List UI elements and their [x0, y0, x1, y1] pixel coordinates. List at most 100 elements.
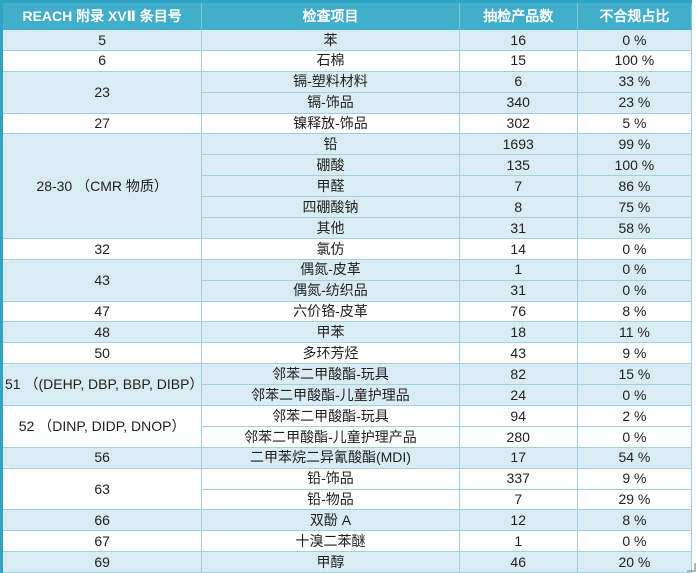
- noncompliance-rate-cell: 86 %: [576, 175, 693, 198]
- sampled-count-cell: 302: [458, 112, 578, 135]
- inspection-item-cell: 甲醇: [201, 551, 460, 573]
- noncompliance-rate-cell: 2 %: [576, 405, 693, 427]
- table-resize-handle[interactable]: [687, 563, 696, 572]
- noncompliance-rate-cell: 0 %: [576, 425, 693, 448]
- inspection-item-cell: 邻苯二甲酸酯-儿童护理品: [201, 384, 460, 407]
- inspection-item-cell: 邻苯二甲酸酯-儿童护理产品: [201, 425, 460, 448]
- entry-number-cell: 63: [0, 467, 203, 511]
- table-row: 硼酸 135 100 %: [2, 154, 693, 177]
- noncompliance-rate-cell: 0 %: [576, 384, 693, 407]
- sampled-count-cell: 337: [458, 467, 578, 490]
- sampled-count-cell: 18: [458, 321, 578, 344]
- header-inspection-item: 检查项目: [201, 1, 460, 30]
- inspection-item-cell: 双酚 A: [201, 509, 460, 532]
- entry-number-cell: 28-30 （CMR 物质）: [0, 133, 203, 239]
- entry-number-cell: 43: [0, 258, 203, 302]
- entry-number-cell: 51 （(DEHP, DBP, BBP, DIBP）: [0, 363, 203, 407]
- noncompliance-rate-cell: 15 %: [576, 363, 693, 386]
- entry-number-cell: 23: [0, 70, 203, 114]
- inspection-item-cell: 石棉: [201, 49, 460, 72]
- inspection-item-cell: 四硼酸钠: [201, 196, 460, 219]
- noncompliance-rate-cell: 9 %: [576, 467, 693, 490]
- inspection-item-cell: 镉-塑料材料: [201, 70, 460, 93]
- table-row: 69 甲醇 46 20 %: [0, 551, 693, 573]
- sampled-count-cell: 14: [458, 237, 578, 260]
- noncompliance-rate-cell: 33 %: [576, 70, 693, 93]
- noncompliance-rate-cell: 100 %: [576, 154, 693, 177]
- noncompliance-rate-cell: 75 %: [576, 196, 693, 219]
- noncompliance-rate-cell: 20 %: [576, 551, 693, 573]
- header-sampled-count: 抽检产品数: [458, 1, 578, 30]
- table-row: 50 多环芳烃 43 9 %: [0, 342, 693, 365]
- table-row: 5 苯 16 0 %: [0, 29, 693, 51]
- table-row: 其他 31 58 %: [2, 217, 693, 239]
- table-header: REACH 附录 XVⅡ 条目号 检查项目 抽检产品数 不合规占比: [0, 1, 693, 30]
- noncompliance-rate-cell: 0 %: [576, 258, 693, 281]
- inspection-item-cell: 镍释放-饰品: [201, 112, 460, 135]
- table-row: 52 （DINP, DIDP, DNOP） 邻苯二甲酸酯-玩具 94 2 %: [0, 405, 693, 448]
- sampled-count-cell: 6: [458, 70, 578, 93]
- table-row: 48 甲苯 18 11 %: [0, 321, 693, 344]
- sampled-count-cell: 17: [458, 446, 578, 469]
- sampled-count-cell: 1: [458, 530, 578, 553]
- sampled-count-cell: 1: [458, 258, 578, 281]
- inspection-item-cell: 二甲苯烷二异氰酸酯(MDI): [201, 446, 460, 469]
- table-row: 四硼酸钠 8 75 %: [2, 196, 693, 219]
- noncompliance-rate-cell: 8 %: [576, 509, 693, 532]
- table-row: 32 氯仿 14 0 %: [0, 237, 693, 260]
- table-row: 偶氮-纺织品 31 0 %: [2, 279, 693, 302]
- sampled-count-cell: 340: [458, 91, 578, 114]
- header-entry-number: REACH 附录 XVⅡ 条目号: [0, 1, 203, 30]
- table-row: 63 铅-饰品 337 9 %: [0, 467, 693, 511]
- noncompliance-rate-cell: 5 %: [576, 112, 693, 135]
- sampled-count-cell: 82: [458, 363, 578, 386]
- entry-number-cell: 69: [0, 551, 203, 573]
- noncompliance-rate-cell: 8 %: [576, 300, 693, 323]
- noncompliance-rate-cell: 23 %: [576, 91, 693, 114]
- entry-number-cell: 67: [0, 530, 203, 553]
- inspection-item-cell: 苯: [201, 29, 460, 51]
- inspection-item-cell: 偶氮-纺织品: [201, 279, 460, 302]
- entry-number-cell: 50: [0, 342, 203, 365]
- inspection-item-cell: 多环芳烃: [201, 342, 460, 365]
- inspection-item-cell: 十溴二苯醚: [201, 530, 460, 553]
- sampled-count-cell: 43: [458, 342, 578, 365]
- noncompliance-rate-cell: 54 %: [576, 446, 693, 469]
- table-row: 铅-物品 7 29 %: [2, 488, 693, 511]
- table-body: 5 苯 16 0 % 6 石棉 15 100 % 23 镉-塑料材料 6 33 % 镉-饰品 340 23 …: [0, 29, 693, 573]
- table-row: 邻苯二甲酸酯-儿童护理品 24 0 %: [2, 384, 693, 407]
- sampled-count-cell: 135: [458, 154, 578, 177]
- inspection-item-cell: 铅-物品: [201, 488, 460, 511]
- inspection-item-cell: 镉-饰品: [201, 91, 460, 114]
- noncompliance-rate-cell: 0 %: [576, 237, 693, 260]
- table-row: 47 六价铬-皮革 76 8 %: [0, 300, 693, 323]
- noncompliance-rate-cell: 58 %: [576, 217, 693, 239]
- sampled-count-cell: 24: [458, 384, 578, 407]
- sampled-count-cell: 15: [458, 49, 578, 72]
- entry-number-cell: 56: [0, 446, 203, 469]
- entry-number-cell: 32: [0, 237, 203, 260]
- table-row: 镉-饰品 340 23 %: [2, 91, 693, 114]
- entry-number-cell: 27: [0, 112, 203, 135]
- entry-number-cell: 66: [0, 509, 203, 532]
- inspection-item-cell: 邻苯二甲酸酯-玩具: [201, 405, 460, 427]
- inspection-item-cell: 甲苯: [201, 321, 460, 344]
- noncompliance-rate-cell: 9 %: [576, 342, 693, 365]
- inspection-item-cell: 氯仿: [201, 237, 460, 260]
- table-row: 23 镉-塑料材料 6 33 %: [0, 70, 693, 114]
- entry-number-cell: 48: [0, 321, 203, 344]
- inspection-item-cell: 铅-饰品: [201, 467, 460, 490]
- table-row: 27 镍释放-饰品 302 5 %: [0, 112, 693, 135]
- inspection-item-cell: 其他: [201, 217, 460, 239]
- inspection-item-cell: 甲醛: [201, 175, 460, 198]
- sampled-count-cell: 7: [458, 488, 578, 511]
- table-row: 67 十溴二苯醚 1 0 %: [0, 530, 693, 553]
- sampled-count-cell: 46: [458, 551, 578, 573]
- entry-number-cell: 5: [0, 29, 203, 51]
- table-row: 66 双酚 A 12 8 %: [0, 509, 693, 532]
- noncompliance-rate-cell: 11 %: [576, 321, 693, 344]
- inspection-item-cell: 铅: [201, 133, 460, 156]
- inspection-item-cell: 六价铬-皮革: [201, 300, 460, 323]
